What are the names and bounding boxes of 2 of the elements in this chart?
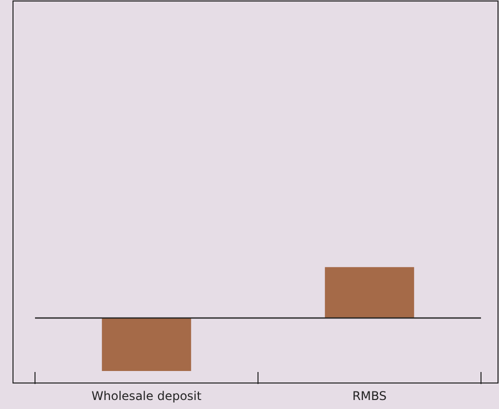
x-tick-label: Wholesale deposit [92,389,202,403]
x-tick-label: RMBS [352,389,387,403]
